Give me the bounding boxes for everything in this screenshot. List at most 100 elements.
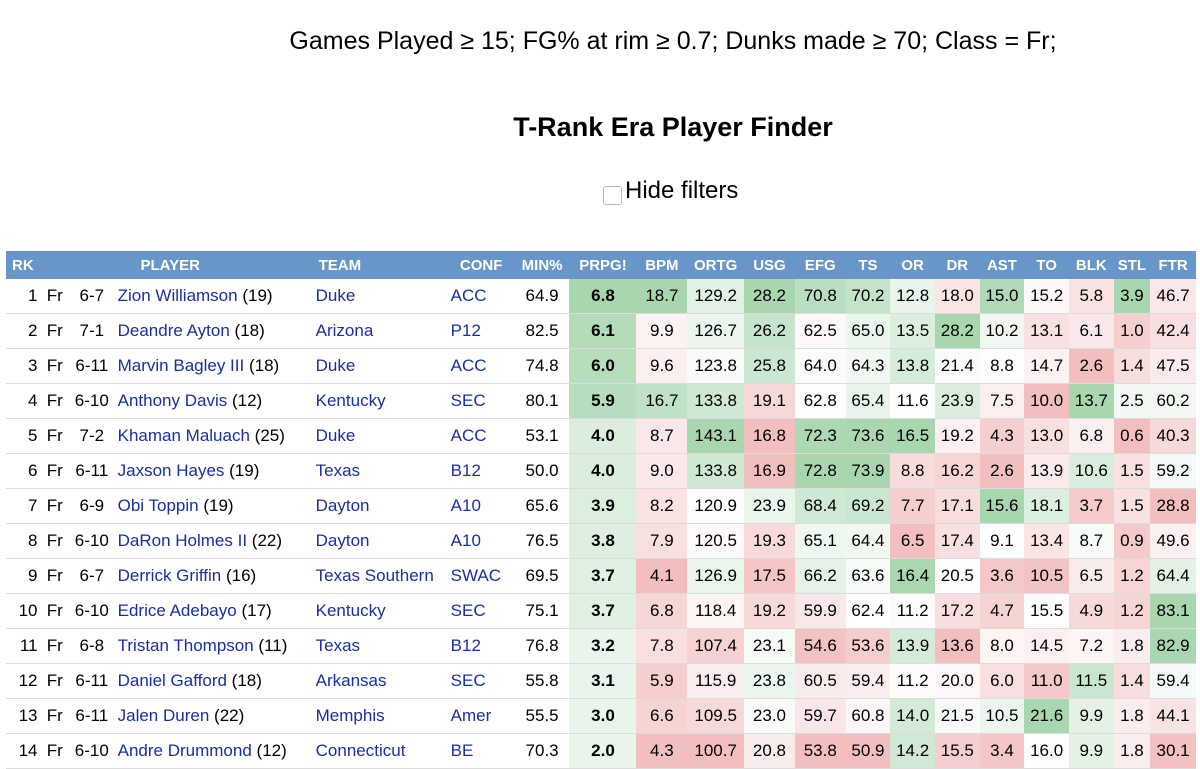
conf-link[interactable]: SEC xyxy=(450,601,486,620)
player-link[interactable]: Anthony Davis xyxy=(117,391,228,410)
player-link[interactable]: Jalen Duren xyxy=(117,706,210,725)
conf-link[interactable]: ACC xyxy=(450,426,487,445)
player-link[interactable]: Tristan Thompson xyxy=(117,636,254,655)
conf-link[interactable]: B12 xyxy=(450,461,481,480)
team-link[interactable]: Arizona xyxy=(315,321,374,340)
cell-height: 7-2 xyxy=(68,418,115,454)
cell-to: 14.5 xyxy=(1024,628,1069,664)
conf-link[interactable]: BE xyxy=(450,741,474,760)
col-header-conf[interactable]: CONF xyxy=(447,251,515,279)
col-header-to[interactable]: TO xyxy=(1024,251,1069,279)
player-link[interactable]: Obi Toppin xyxy=(117,496,199,515)
col-header-player[interactable]: PLAYER xyxy=(40,251,313,279)
col-header-min[interactable]: MIN% xyxy=(514,251,570,279)
col-header-efg[interactable]: EFG xyxy=(794,251,846,279)
player-link[interactable]: Zion Williamson xyxy=(117,286,238,305)
player-link[interactable]: Khaman Maluach xyxy=(117,426,250,445)
cell-height: 6-10 xyxy=(68,383,115,419)
team-link[interactable]: Texas Southern xyxy=(315,566,434,585)
cell-conf: A10 xyxy=(447,488,515,524)
cell-min-pct: 74.8 xyxy=(514,348,570,384)
cell-ortg: 126.7 xyxy=(687,313,745,349)
player-link[interactable]: Andre Drummond xyxy=(117,741,252,760)
col-header-ast[interactable]: AST xyxy=(979,251,1025,279)
conf-link[interactable]: ACC xyxy=(450,356,487,375)
col-header-rk[interactable]: RK xyxy=(6,251,41,279)
team-link[interactable]: Dayton xyxy=(315,531,370,550)
col-header-ftr[interactable]: FTR xyxy=(1150,251,1196,279)
conf-link[interactable]: A10 xyxy=(450,531,481,550)
player-link[interactable]: DaRon Holmes II xyxy=(117,531,248,550)
cell-ast: 6.0 xyxy=(979,663,1025,699)
cell-or: 11.2 xyxy=(890,663,935,699)
cell-ftr: 46.7 xyxy=(1150,279,1196,314)
cell-rk: 7 xyxy=(6,488,41,524)
col-header-prpg[interactable]: PRPG! xyxy=(569,251,637,279)
team-link[interactable]: Dayton xyxy=(315,496,370,515)
col-header-ortg[interactable]: ORTG xyxy=(687,251,745,279)
conf-link[interactable]: Amer xyxy=(450,706,492,725)
cell-ftr: 28.8 xyxy=(1150,488,1196,524)
cell-ast: 8.0 xyxy=(979,628,1025,664)
cell-ts: 62.4 xyxy=(845,593,891,629)
col-header-ts[interactable]: TS xyxy=(845,251,891,279)
team-link[interactable]: Duke xyxy=(315,426,356,445)
conf-link[interactable]: SEC xyxy=(450,391,486,410)
cell-team: Duke xyxy=(312,279,448,314)
player-link[interactable]: Jaxson Hayes xyxy=(117,461,225,480)
cell-stl: 1.5 xyxy=(1113,488,1151,524)
cell-height: 6-11 xyxy=(68,663,115,699)
cell-or: 16.4 xyxy=(890,558,935,594)
team-link[interactable]: Kentucky xyxy=(315,601,386,620)
table-row: 1 Fr 6-7 Zion Williamson (19) Duke ACC 64.9 6.8… xyxy=(6,279,1196,314)
table-row: 4 Fr 6-10 Anthony Davis (12) Kentucky SEC 80.1… xyxy=(6,383,1196,419)
col-header-dr[interactable]: DR xyxy=(934,251,980,279)
cell-player: Obi Toppin (19) xyxy=(114,488,313,524)
conf-link[interactable]: B12 xyxy=(450,636,481,655)
team-link[interactable]: Texas xyxy=(315,636,361,655)
hide-filters-toggle[interactable]: Hide filters xyxy=(603,176,738,206)
cell-team: Memphis xyxy=(312,698,448,734)
cell-conf: A10 xyxy=(447,523,515,559)
team-link[interactable]: Duke xyxy=(315,286,356,305)
player-link[interactable]: Deandre Ayton xyxy=(117,321,230,340)
cell-usg: 23.8 xyxy=(744,663,795,699)
player-link[interactable]: Edrice Adebayo xyxy=(117,601,237,620)
conf-link[interactable]: SWAC xyxy=(450,566,502,585)
cell-ast: 15.0 xyxy=(979,279,1025,314)
team-link[interactable]: Duke xyxy=(315,356,356,375)
col-header-bpm[interactable]: BPM xyxy=(636,251,688,279)
col-header-or[interactable]: OR xyxy=(890,251,935,279)
cell-rk: 2 xyxy=(6,313,41,349)
col-header-stl[interactable]: STL xyxy=(1113,251,1151,279)
cell-efg: 65.1 xyxy=(794,523,846,559)
cell-ortg: 133.8 xyxy=(687,383,745,419)
col-header-blk[interactable]: BLK xyxy=(1068,251,1114,279)
conf-link[interactable]: ACC xyxy=(450,286,487,305)
col-header-usg[interactable]: USG xyxy=(744,251,795,279)
team-link[interactable]: Arkansas xyxy=(315,671,387,690)
team-link[interactable]: Connecticut xyxy=(315,741,406,760)
table-row: 3 Fr 6-11 Marvin Bagley III (18) Duke ACC 74.8… xyxy=(6,348,1196,384)
col-header-team[interactable]: TEAM xyxy=(312,251,448,279)
conf-link[interactable]: SEC xyxy=(450,671,486,690)
team-link[interactable]: Memphis xyxy=(315,706,385,725)
team-link[interactable]: Kentucky xyxy=(315,391,386,410)
player-link[interactable]: Derrick Griffin xyxy=(117,566,222,585)
hide-filters-checkbox[interactable] xyxy=(603,185,622,205)
team-link[interactable]: Texas xyxy=(315,461,361,480)
player-link[interactable]: Marvin Bagley III xyxy=(117,356,245,375)
player-link[interactable]: Daniel Gafford xyxy=(117,671,227,690)
cell-efg: 72.3 xyxy=(794,418,846,454)
cell-or: 11.2 xyxy=(890,593,935,629)
conf-link[interactable]: P12 xyxy=(450,321,481,340)
cell-to: 15.2 xyxy=(1024,279,1069,314)
cell-ftr: 59.4 xyxy=(1150,663,1196,699)
cell-rk: 6 xyxy=(6,453,41,489)
cell-ast: 9.1 xyxy=(979,523,1025,559)
cell-stl: 1.8 xyxy=(1113,733,1151,769)
cell-height: 6-11 xyxy=(68,453,115,489)
cell-dr: 13.6 xyxy=(934,628,980,664)
conf-link[interactable]: A10 xyxy=(450,496,481,515)
cell-ts: 73.6 xyxy=(845,418,891,454)
